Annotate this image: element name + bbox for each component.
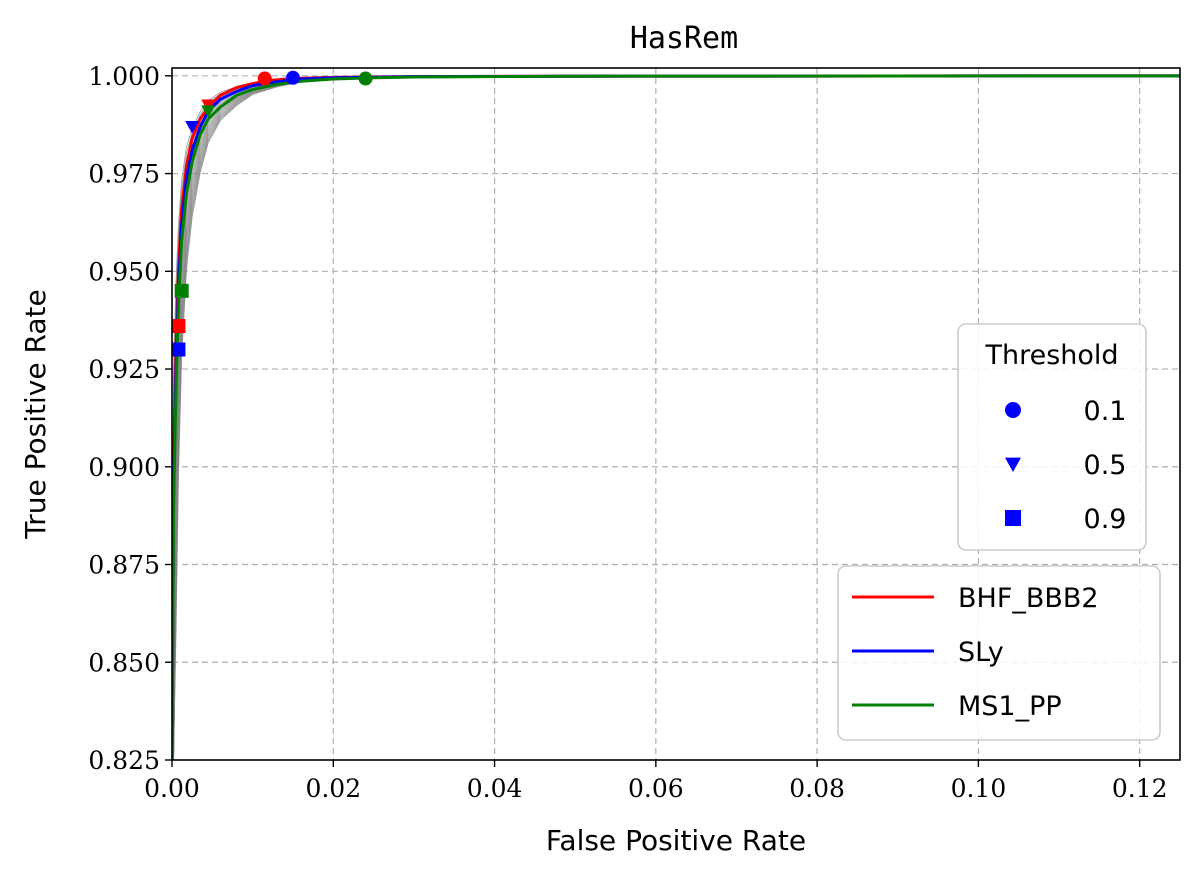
- threshold-marker: [174, 283, 189, 298]
- y-tick-label: 0.850: [88, 648, 160, 677]
- plot-frame: [171, 67, 1181, 761]
- x-tick-label: 0.10: [951, 774, 1007, 803]
- threshold-marker: [257, 71, 272, 86]
- y-tick-label: 0.825: [88, 746, 160, 775]
- series-legend: BHF_BBB2 SLy MS1_PP: [837, 565, 1161, 741]
- series-legend-frame: [837, 565, 1161, 741]
- y-tick-label: 0.950: [88, 257, 160, 286]
- x-tick-label: 0.08: [789, 774, 845, 803]
- y-tick-label: 0.975: [88, 160, 160, 189]
- x-tick-label: 0.02: [305, 774, 361, 803]
- threshold-legend-label: 0.9: [1084, 504, 1127, 535]
- threshold-legend-label: 0.5: [1084, 450, 1127, 481]
- y-tick-label: 0.925: [88, 355, 160, 384]
- x-tick-label: 0.12: [1112, 774, 1168, 803]
- threshold-legend-marker: [1005, 402, 1021, 418]
- threshold-marker: [358, 71, 373, 86]
- threshold-marker: [185, 121, 200, 134]
- threshold-marker: [171, 342, 186, 357]
- y-axis-label: True Positive Rate: [19, 289, 52, 539]
- y-tick-label: 0.900: [88, 453, 160, 482]
- y-tick-label: 0.875: [88, 551, 160, 580]
- y-tick-label: 1.000: [88, 62, 160, 91]
- threshold-legend-title: Threshold: [984, 340, 1118, 371]
- threshold-legend-frame: [957, 323, 1147, 551]
- chart-title: HasRem: [630, 21, 738, 56]
- x-axis-label: False Positive Rate: [546, 824, 806, 857]
- threshold-legend-marker: [1005, 510, 1021, 526]
- series-legend-label: MS1_PP: [958, 691, 1062, 722]
- series-legend-label: BHF_BBB2: [958, 583, 1099, 614]
- y-axis-ticks: 0.825 0.850 0.875 0.900 0.925 0.950 0.975 1.000: [88, 62, 172, 775]
- threshold-legend-label: 0.1: [1084, 396, 1127, 427]
- series-legend-label: SLy: [958, 637, 1004, 668]
- x-tick-label: 0.06: [628, 774, 684, 803]
- x-axis-ticks: 0.00 0.02 0.04 0.06 0.08 0.10 0.12: [144, 760, 1168, 803]
- threshold-legend-marker: [1005, 457, 1021, 472]
- threshold-marker: [285, 70, 300, 85]
- threshold-marker: [201, 105, 216, 119]
- x-tick-label: 0.00: [144, 774, 200, 803]
- threshold-legend: Threshold 0.1 0.5 0.9: [957, 323, 1147, 551]
- series-line-ms1_pp: [172, 74, 1180, 760]
- threshold-markers: [171, 70, 373, 357]
- threshold-marker: [171, 319, 186, 334]
- x-tick-label: 0.04: [467, 774, 523, 803]
